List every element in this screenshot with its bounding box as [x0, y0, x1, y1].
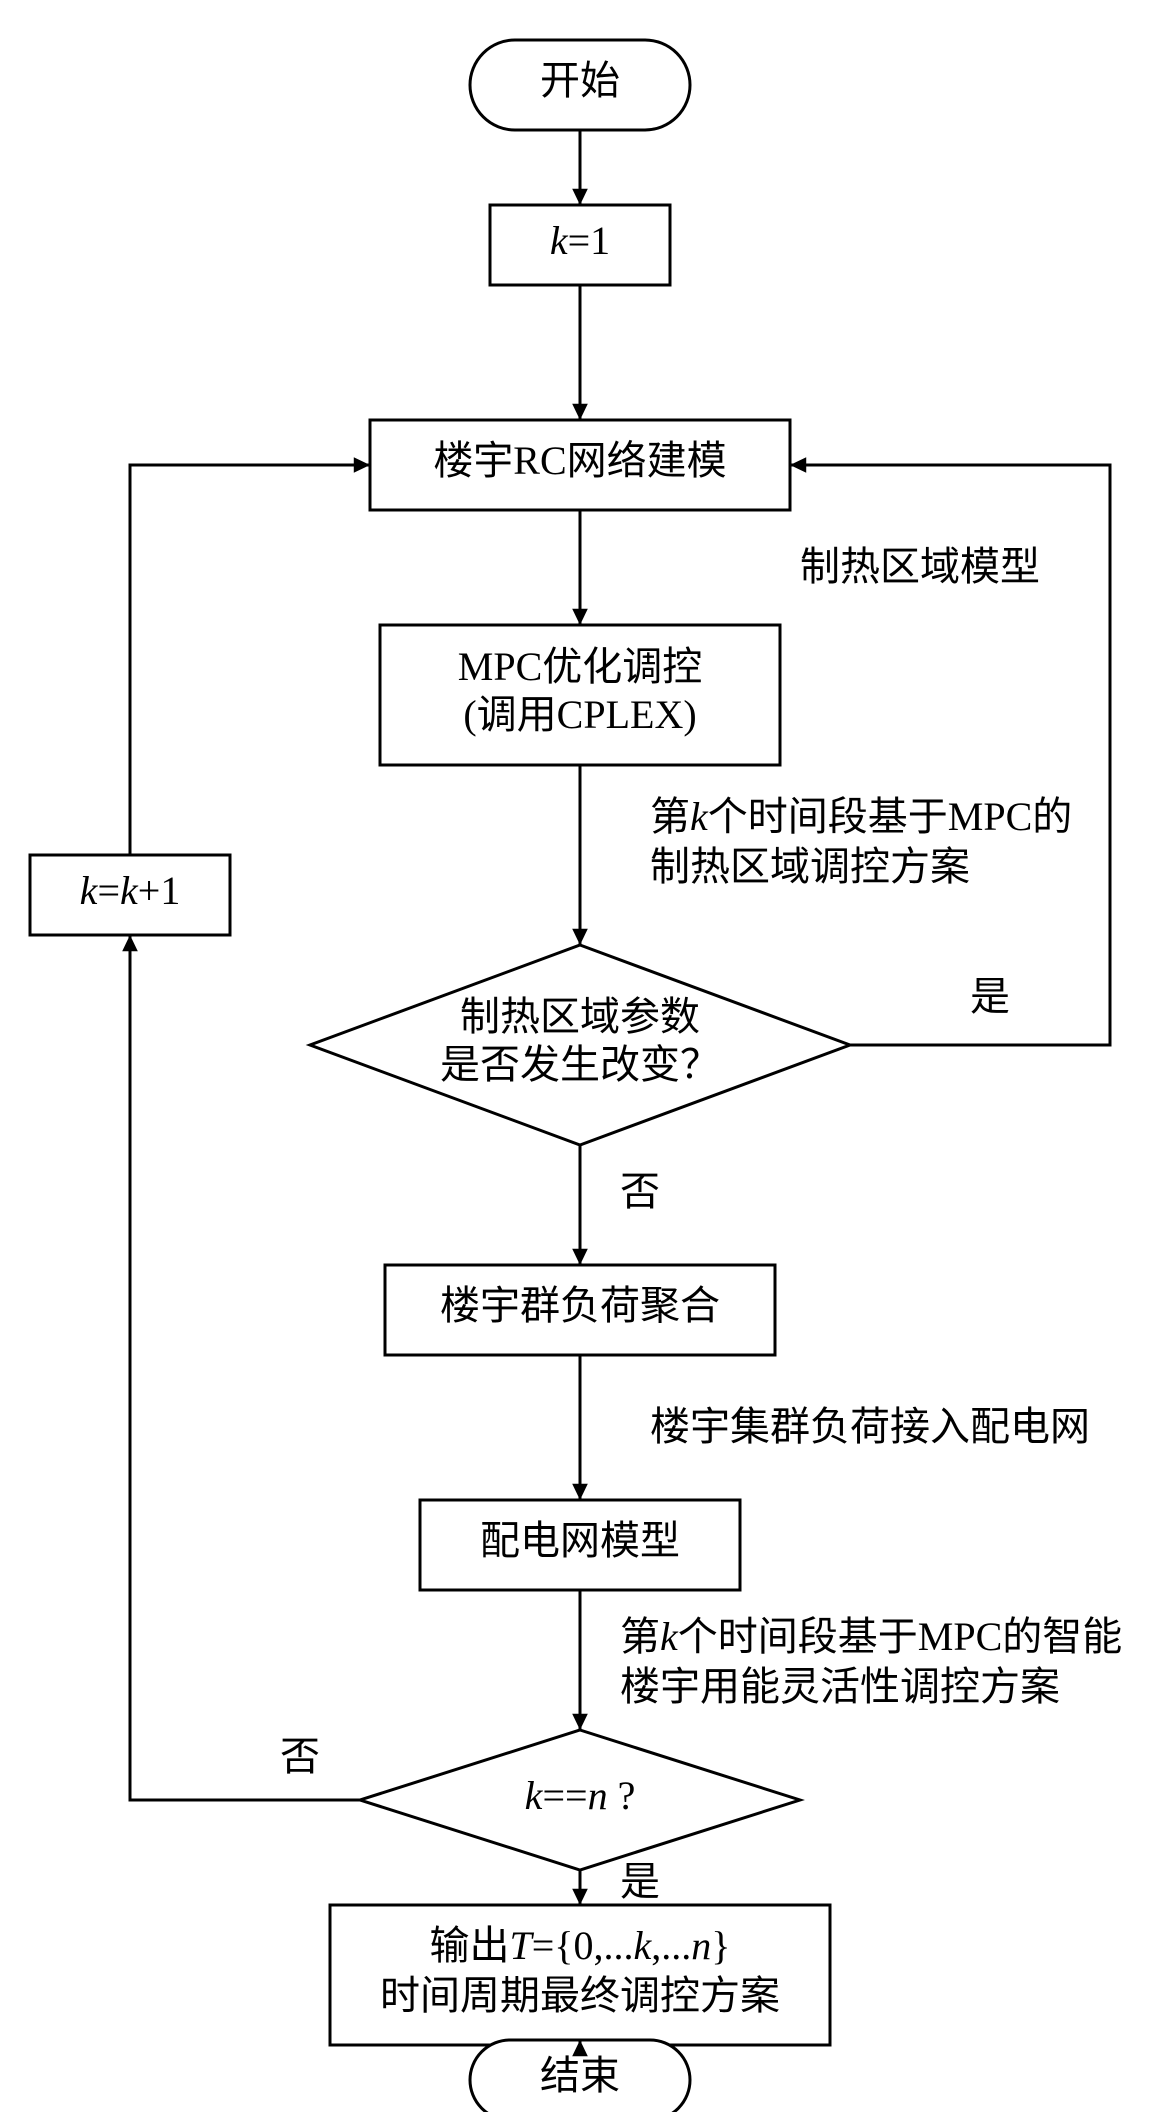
svg-text:制热区域模型: 制热区域模型 — [800, 544, 1040, 589]
svg-text:楼宇用能灵活性调控方案: 楼宇用能灵活性调控方案 — [620, 1664, 1060, 1709]
svg-text:制热区域参数: 制热区域参数 — [460, 994, 700, 1039]
svg-text:第k个时间段基于MPC的智能: 第k个时间段基于MPC的智能 — [620, 1614, 1122, 1659]
node-output: 输出T={0,...k,...n} 时间周期最终调控方案 — [330, 1905, 830, 2045]
node-mpc: MPC优化调控(调用CPLEX) — [380, 625, 780, 765]
svg-text:第k个时间段基于MPC的: 第k个时间段基于MPC的 — [650, 794, 1072, 839]
svg-text:结束: 结束 — [540, 2053, 620, 2098]
svg-text:是: 是 — [620, 1859, 660, 1904]
node-dec2: k==n ? — [360, 1730, 800, 1870]
svg-text:开始: 开始 — [540, 58, 620, 103]
node-rc: 楼宇RC网络建模 — [370, 420, 790, 510]
svg-text:楼宇群负荷聚合: 楼宇群负荷聚合 — [440, 1283, 720, 1328]
svg-text:MPC优化调控: MPC优化调控 — [458, 644, 703, 689]
svg-text:制热区域调控方案: 制热区域调控方案 — [650, 844, 970, 889]
svg-text:输出T={0,...k,...n}: 输出T={0,...k,...n} — [430, 1923, 731, 1968]
node-agg: 楼宇群负荷聚合 — [385, 1265, 775, 1355]
svg-text:时间周期最终调控方案: 时间周期最终调控方案 — [380, 1973, 780, 2018]
svg-text:k=1: k=1 — [550, 218, 610, 263]
svg-text:是否发生改变？: 是否发生改变？ — [440, 1042, 720, 1087]
node-dist: 配电网模型 — [420, 1500, 740, 1590]
svg-text:楼宇集群负荷接入配电网: 楼宇集群负荷接入配电网 — [650, 1404, 1090, 1449]
node-start: 开始 — [470, 40, 690, 130]
svg-text:是: 是 — [970, 974, 1010, 1019]
svg-text:配电网模型: 配电网模型 — [480, 1518, 680, 1563]
node-inc: k=k+1 — [30, 855, 230, 935]
svg-text:否: 否 — [620, 1169, 660, 1214]
svg-text:k==n ?: k==n ? — [525, 1773, 636, 1818]
svg-text:(调用CPLEX): (调用CPLEX) — [463, 692, 696, 737]
svg-text:否: 否 — [280, 1734, 320, 1779]
flowchart-canvas: 制热区域模型第k个时间段基于MPC的制热区域调控方案否是楼宇集群负荷接入配电网第… — [0, 0, 1159, 2112]
svg-text:k=k+1: k=k+1 — [80, 868, 181, 913]
node-dec1: 制热区域参数是否发生改变？ — [310, 945, 850, 1145]
svg-text:楼宇RC网络建模: 楼宇RC网络建模 — [433, 438, 726, 483]
node-init: k=1 — [490, 205, 670, 285]
